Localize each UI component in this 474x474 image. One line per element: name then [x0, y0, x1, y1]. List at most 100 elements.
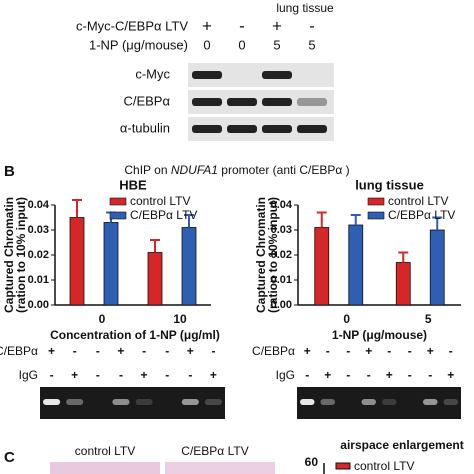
chart-title: HBE: [119, 177, 147, 192]
y-tick-label: 0.01: [28, 274, 49, 286]
y-axis-label: Captured Chromatin: [254, 197, 268, 313]
gel-sign: -: [428, 368, 432, 382]
y-tick-label: 0.00: [28, 299, 49, 311]
gel-sign: -: [346, 344, 350, 358]
legend-label: control LTV: [354, 459, 414, 473]
y-axis-label: (ration to 10% input): [14, 197, 28, 313]
gel-sign: -: [408, 368, 412, 382]
gel-sign: -: [387, 344, 391, 358]
gel-sign: +: [304, 344, 311, 358]
gel-sign: +: [365, 344, 372, 358]
y-tick-label: 0.04: [271, 199, 293, 211]
y-tick-label: 0.02: [28, 249, 49, 261]
blot-label: α-tubulin: [120, 120, 170, 135]
gel-sign: -: [165, 368, 169, 382]
gel-row-label: IgG: [19, 368, 38, 382]
row-label: c-Myc-C/EBPα LTV: [76, 18, 188, 33]
gel-sign: -: [73, 344, 77, 358]
lane-label: +: [272, 16, 282, 35]
blot-band: [297, 125, 327, 133]
legend-label: C/EBPα LTV: [130, 208, 197, 222]
gel-sign: +: [427, 344, 434, 358]
gel-sign: -: [96, 368, 100, 382]
legend-label: control LTV: [130, 194, 190, 208]
gel-sign: +: [71, 368, 78, 382]
row-label: 1-NP (μg/mouse): [89, 37, 188, 52]
x-tick-label: 0: [343, 312, 350, 326]
bar: [181, 227, 197, 306]
blot-label: C/EBPα: [123, 93, 170, 108]
legend-swatch: [109, 197, 127, 206]
blot-band: [262, 125, 292, 133]
panel-a: c-Myc-C/EBPα LTV 1-NP (μg/mouse) +0 - 0 +5 - 5 c…: [76, 16, 334, 141]
gel-band: [361, 399, 376, 405]
title-part: promoter (anti C/EBPα ): [218, 163, 350, 177]
title-part: ChIP on: [124, 163, 170, 177]
error-bar: [72, 199, 82, 218]
y-tick-label: 0.01: [271, 274, 292, 286]
gel-sign: +: [386, 368, 393, 382]
gel-band: [443, 399, 458, 405]
gel-band: [43, 399, 61, 405]
gel-band: [300, 399, 315, 405]
gel-sign: -: [346, 368, 350, 382]
blot-band: [192, 125, 222, 133]
gel-sign: +: [117, 344, 124, 358]
y-tick-label: 0.03: [271, 224, 292, 236]
blot-band: [192, 98, 222, 106]
gel-sign: +: [48, 344, 55, 358]
blot-band: [227, 125, 257, 133]
lane-label: 5: [308, 37, 315, 52]
blot-band: [262, 71, 292, 79]
gel-sign: -: [408, 344, 412, 358]
gel-sign: +: [141, 368, 148, 382]
blot-band: [262, 98, 292, 106]
gel-sign: +: [447, 368, 454, 382]
gel-band: [66, 399, 84, 405]
bar: [395, 262, 411, 306]
histology-image: [50, 462, 160, 474]
histology-image: [165, 462, 275, 474]
error-bar: [398, 251, 409, 263]
panel-label: B: [4, 163, 15, 180]
gel-sign: -: [211, 344, 215, 358]
bar: [69, 217, 85, 306]
gel-sign: +: [210, 368, 217, 382]
bar: [429, 229, 445, 306]
gel-sign: -: [165, 344, 169, 358]
gel-sign: +: [187, 344, 194, 358]
y-tick-label: 0.04: [28, 199, 50, 211]
legend-swatch: [335, 462, 351, 470]
gel-band: [204, 399, 222, 405]
x-tick-label: 0: [99, 312, 106, 326]
panel-a-header: lung tissue: [276, 1, 334, 15]
gel-sign: -: [449, 344, 453, 358]
gel-sign: -: [142, 344, 146, 358]
x-axis-label: 1-NP (μg/mouse): [332, 328, 427, 342]
chart-title: lung tissue: [355, 177, 424, 192]
y-tick-label: 0.02: [271, 249, 292, 261]
legend-label: control LTV: [388, 194, 448, 208]
lane-label: -: [309, 16, 315, 35]
y-tick-label: 60: [305, 455, 319, 469]
error-bar: [316, 211, 327, 228]
legend-swatch: [367, 197, 385, 206]
legend-label: C/EBPα LTV: [388, 208, 455, 222]
gel-band: [320, 399, 335, 405]
gel-sign: -: [50, 368, 54, 382]
image-label: C/EBPα LTV: [181, 444, 248, 458]
y-tick-label: 0.03: [28, 224, 49, 236]
lane-label: -: [239, 16, 245, 35]
bar: [103, 222, 119, 306]
gel-row-label: C/EBPα: [0, 344, 38, 358]
y-axis-label: Captured Chromatin: [2, 197, 16, 313]
blot-band: [192, 71, 222, 79]
gel-sign: -: [188, 368, 192, 382]
image-label: control LTV: [75, 444, 135, 458]
bar: [348, 224, 364, 306]
y-axis-label: (ration to 10% input): [266, 197, 280, 313]
legend-swatch: [367, 211, 385, 220]
y-tick-label: 0.00: [271, 299, 292, 311]
legend-swatch: [109, 211, 127, 220]
